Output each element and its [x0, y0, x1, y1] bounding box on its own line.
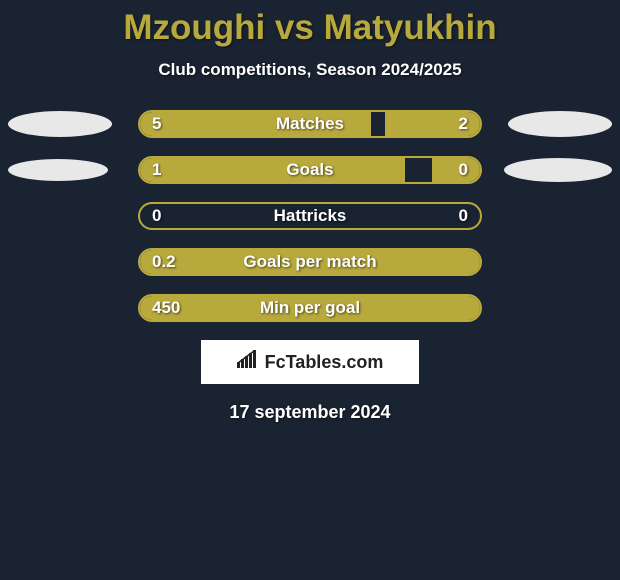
bar-track: 1Goals0 [138, 156, 482, 184]
bar-track: 5Matches2 [138, 110, 482, 138]
stat-label: Min per goal [140, 296, 480, 320]
comparison-row: 0.2Goals per match [0, 248, 620, 276]
date-text: 17 september 2024 [0, 402, 620, 423]
right-value: 0 [459, 158, 468, 182]
right-value: 0 [459, 204, 468, 228]
player-right-ellipse [504, 158, 612, 182]
comparison-row: 450Min per goal [0, 294, 620, 322]
stat-label: Goals [140, 158, 480, 182]
chart-icon [237, 350, 259, 375]
comparison-row: 5Matches2 [0, 110, 620, 138]
comparison-rows: 5Matches21Goals00Hattricks00.2Goals per … [0, 110, 620, 322]
player-left-ellipse [8, 159, 108, 181]
comparison-row: 0Hattricks0 [0, 202, 620, 230]
player-left-ellipse [8, 111, 112, 137]
bar-track: 0.2Goals per match [138, 248, 482, 276]
logo: FcTables.com [237, 350, 384, 375]
stat-label: Matches [140, 112, 480, 136]
player-right-ellipse [508, 111, 612, 137]
stat-label: Goals per match [140, 250, 480, 274]
page-title: Mzoughi vs Matyukhin [0, 0, 620, 48]
bar-track: 450Min per goal [138, 294, 482, 322]
logo-text: FcTables.com [265, 352, 384, 373]
comparison-row: 1Goals0 [0, 156, 620, 184]
logo-box: FcTables.com [201, 340, 419, 384]
right-value: 2 [459, 112, 468, 136]
bar-track: 0Hattricks0 [138, 202, 482, 230]
stat-label: Hattricks [140, 204, 480, 228]
page-subtitle: Club competitions, Season 2024/2025 [0, 60, 620, 80]
